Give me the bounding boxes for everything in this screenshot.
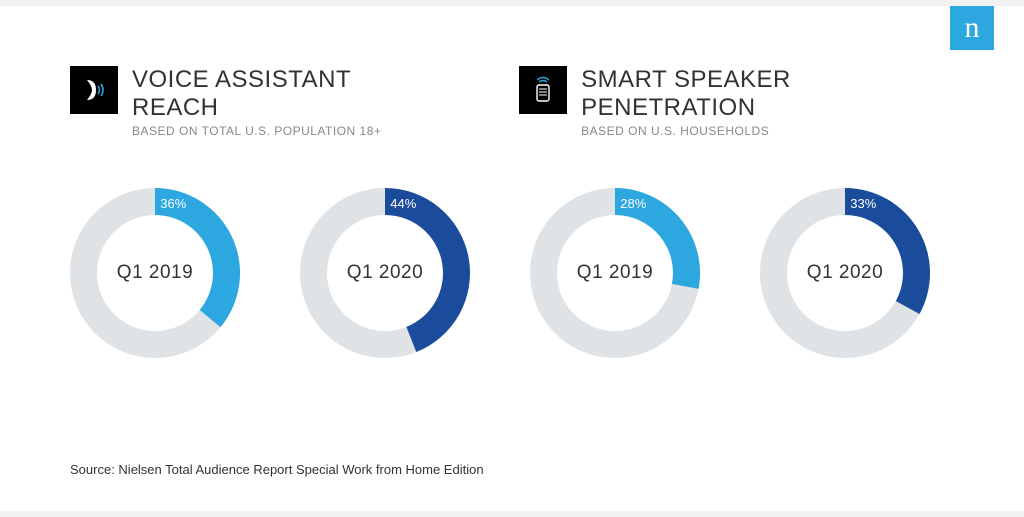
donut-center-label: Q1 2019 [577,262,653,284]
donut-pct-label: 36% [160,196,186,211]
donut-pct-label: 33% [850,196,876,211]
section-title: SMART SPEAKER PENETRATION [581,66,954,122]
section-headers: VOICE ASSISTANT REACH BASED ON TOTAL U.S… [70,66,954,138]
header-smart-speaker: SMART SPEAKER PENETRATION BASED ON U.S. … [519,66,954,138]
donut-pct-label: 28% [620,196,646,211]
main-content: VOICE ASSISTANT REACH BASED ON TOTAL U.S… [0,6,1024,358]
donut-chart: Q1 2019 28% [530,188,700,358]
donut-charts-row: Q1 2019 36% Q1 2020 44% Q1 2019 28% Q1 2… [70,188,954,358]
bottom-divider [0,511,1024,517]
donut-chart: Q1 2020 44% [300,188,470,358]
header-voice-assistant: VOICE ASSISTANT REACH BASED ON TOTAL U.S… [70,66,429,138]
donut-pct-label: 44% [390,196,416,211]
section-subtitle: BASED ON U.S. HOUSEHOLDS [581,124,954,138]
donut-chart: Q1 2020 33% [760,188,930,358]
voice-icon [70,66,118,114]
donut-center-label: Q1 2020 [807,262,883,284]
donut-center-label: Q1 2019 [117,262,193,284]
section-title: VOICE ASSISTANT REACH [132,66,429,122]
donut-chart: Q1 2019 36% [70,188,240,358]
nielsen-logo: n [950,6,994,50]
section-subtitle: BASED ON TOTAL U.S. POPULATION 18+ [132,124,429,138]
donut-center-label: Q1 2020 [347,262,423,284]
speaker-icon [519,66,567,114]
source-citation: Source: Nielsen Total Audience Report Sp… [70,462,484,477]
